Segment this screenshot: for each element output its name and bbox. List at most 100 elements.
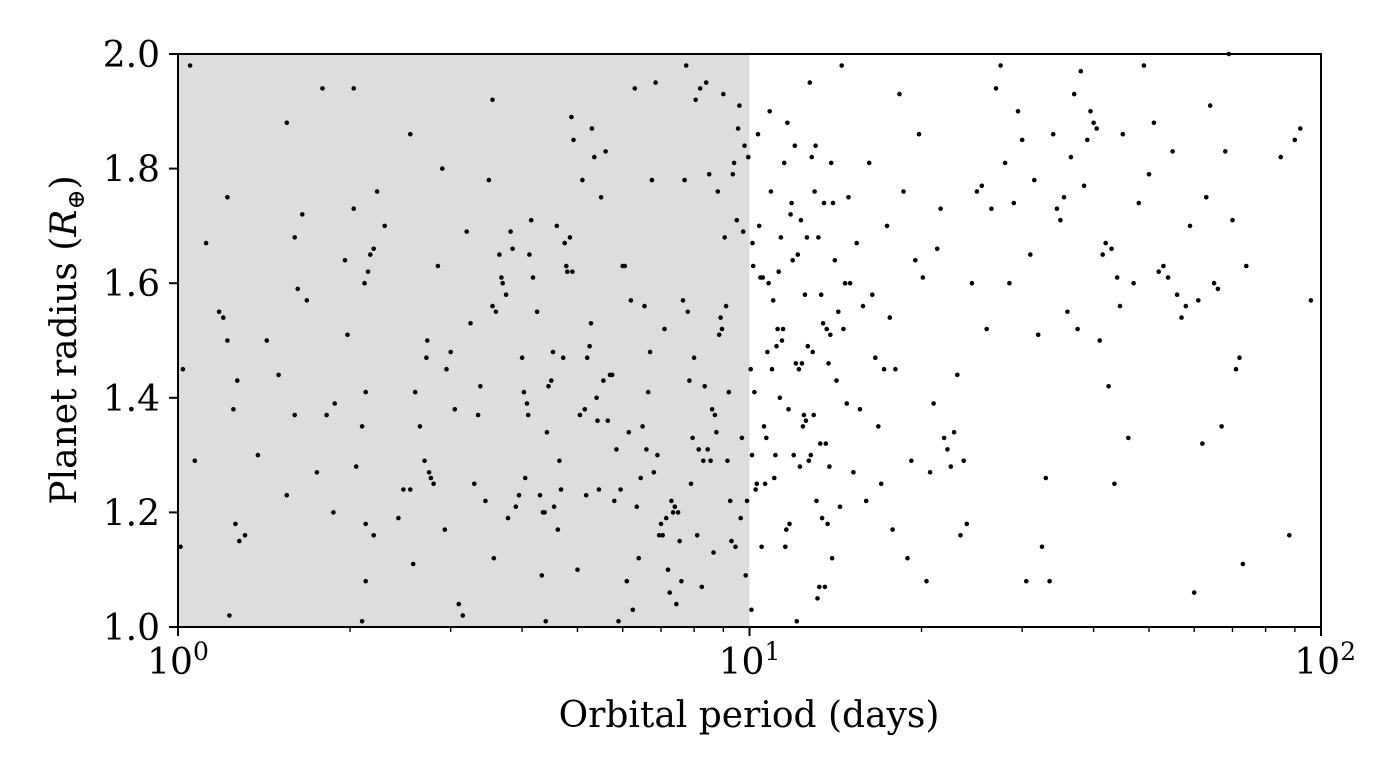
data-point — [706, 172, 712, 177]
data-point — [444, 366, 449, 372]
data-point — [762, 481, 768, 487]
data-point — [683, 63, 689, 68]
data-point — [785, 120, 790, 126]
data-point — [744, 498, 750, 504]
data-point — [734, 217, 740, 223]
data-point — [555, 527, 561, 532]
data-point — [901, 189, 906, 194]
data-point — [426, 470, 432, 475]
data-point — [1156, 269, 1161, 275]
data-point — [1204, 195, 1209, 200]
data-point — [304, 298, 310, 303]
data-point — [718, 315, 723, 320]
data-point — [503, 292, 509, 298]
data-point — [737, 103, 742, 108]
data-point — [558, 487, 564, 492]
data-point — [821, 200, 827, 206]
data-point — [759, 544, 764, 550]
data-point — [870, 292, 875, 298]
data-point — [475, 412, 481, 418]
data-point — [770, 298, 776, 303]
y-tick-label: 1.8 — [103, 150, 160, 191]
data-point — [818, 292, 824, 298]
data-point — [984, 326, 989, 332]
data-point — [332, 401, 338, 406]
data-point — [595, 418, 600, 424]
data-point — [1131, 280, 1136, 286]
data-point — [773, 452, 778, 458]
data-point — [1244, 263, 1249, 269]
data-point — [934, 246, 940, 252]
data-point — [788, 212, 793, 217]
data-point — [614, 447, 619, 452]
data-point — [1028, 252, 1033, 257]
data-point — [490, 97, 495, 103]
data-point — [945, 447, 950, 452]
data-point — [807, 80, 813, 85]
data-point — [722, 235, 727, 240]
data-point — [1207, 103, 1213, 108]
data-point — [571, 137, 576, 143]
data-point — [675, 510, 681, 515]
data-point — [768, 189, 774, 194]
data-point — [748, 366, 753, 372]
data-point — [824, 326, 829, 332]
data-point — [834, 378, 839, 383]
data-point — [682, 177, 687, 183]
data-point — [616, 619, 621, 624]
x-tick-label: 100 — [147, 637, 209, 683]
y-axis-label-symbol: R — [44, 210, 85, 238]
data-point — [1114, 275, 1120, 280]
data-point — [1183, 303, 1189, 309]
data-point — [979, 183, 985, 189]
data-point — [192, 458, 198, 464]
data-point — [216, 309, 222, 315]
data-point — [863, 498, 869, 504]
data-point — [756, 223, 762, 229]
data-point — [634, 504, 640, 510]
data-point — [727, 498, 733, 504]
data-point — [1240, 561, 1246, 567]
data-point — [1170, 149, 1175, 154]
data-point — [1091, 120, 1096, 126]
y-axis-label: Planet radius (R⊕) — [44, 175, 90, 504]
data-point — [931, 401, 936, 406]
data-point — [998, 63, 1003, 68]
data-point — [276, 372, 281, 378]
data-point — [893, 366, 898, 372]
data-point — [1097, 338, 1102, 343]
data-point — [701, 458, 706, 464]
data-point — [680, 298, 686, 303]
data-point — [703, 80, 709, 85]
data-point — [828, 160, 834, 166]
data-point — [180, 366, 186, 372]
data-point — [522, 475, 528, 481]
data-point — [371, 246, 377, 252]
data-point — [1019, 137, 1025, 143]
data-point — [738, 515, 743, 521]
data-point — [1061, 195, 1067, 200]
data-point — [829, 555, 835, 561]
data-point — [534, 309, 540, 315]
data-point — [483, 498, 488, 504]
data-point — [359, 619, 365, 624]
data-point — [812, 189, 817, 194]
data-point — [371, 533, 377, 538]
data-point — [1215, 286, 1221, 292]
data-point — [656, 533, 662, 538]
data-point — [823, 441, 829, 446]
data-point — [227, 613, 232, 618]
data-point — [783, 544, 788, 550]
data-point — [1292, 137, 1298, 143]
data-point — [363, 389, 369, 395]
data-point — [832, 258, 838, 263]
data-point — [603, 149, 608, 154]
x-tick-label: 101 — [719, 637, 781, 683]
data-point — [598, 195, 604, 200]
data-point — [818, 441, 823, 446]
data-point — [562, 240, 567, 246]
data-point — [791, 452, 796, 458]
data-point — [822, 584, 828, 590]
data-point — [1126, 435, 1131, 441]
data-point — [1237, 355, 1242, 361]
